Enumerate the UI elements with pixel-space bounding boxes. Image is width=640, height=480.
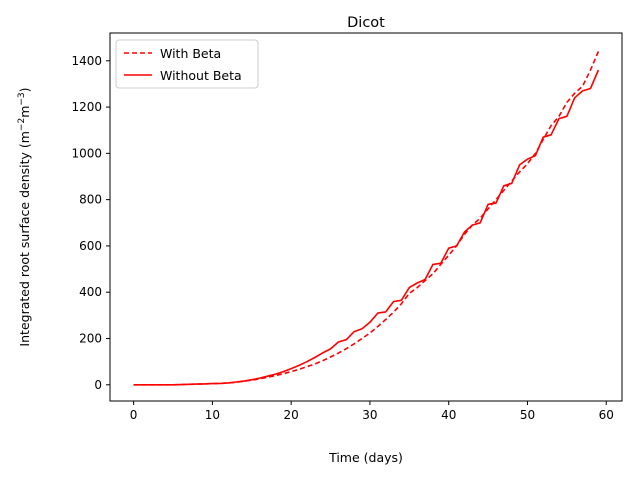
- series-layer: [133, 51, 600, 386]
- x-tick-label: 20: [284, 408, 299, 422]
- x-tick-label: 50: [520, 408, 535, 422]
- y-axis-label-main: Integrated root surface density (m: [17, 131, 32, 347]
- legend-label-with-beta: With Beta: [160, 46, 221, 61]
- y-tick-label: 200: [79, 332, 102, 346]
- y-tick-label: 1200: [71, 100, 102, 114]
- y-tick-label: 600: [79, 239, 102, 253]
- legend-label-without-beta: Without Beta: [160, 68, 242, 83]
- plot-background: [110, 33, 622, 401]
- series-line-with-beta: [133, 51, 600, 386]
- legend-box: [115, 39, 259, 89]
- y-axis-label: Integrated root surface density (m−2m−3): [17, 87, 32, 346]
- y-tick-label: 800: [79, 193, 102, 207]
- plot-frame: [109, 32, 623, 402]
- y-tick-label: 400: [79, 285, 102, 299]
- series-line-without-beta: [133, 69, 600, 386]
- y-axis-label-sup1: −2: [17, 118, 27, 131]
- x-tick-label: 30: [362, 408, 377, 422]
- y-axis-ticks: 0 200 400 600 800 1000 1200 1400: [71, 54, 110, 392]
- legend: With Beta Without Beta: [115, 39, 259, 89]
- x-tick-label: 60: [599, 408, 614, 422]
- y-axis-label-end: ): [17, 87, 32, 92]
- y-tick-label: 1000: [71, 146, 102, 160]
- x-axis-ticks: 0 10 20 30 40 50 60: [130, 401, 614, 422]
- y-axis-label-mid: m: [17, 106, 32, 118]
- y-axis-label-sup2: −3: [17, 92, 27, 105]
- y-tick-label: 1400: [71, 54, 102, 68]
- chart-title: Dicot: [347, 15, 385, 31]
- x-tick-label: 0: [130, 408, 138, 422]
- x-tick-label: 10: [205, 408, 220, 422]
- x-tick-label: 40: [441, 408, 456, 422]
- x-axis-label: Time (days): [328, 450, 403, 465]
- y-tick-label: 0: [94, 378, 102, 392]
